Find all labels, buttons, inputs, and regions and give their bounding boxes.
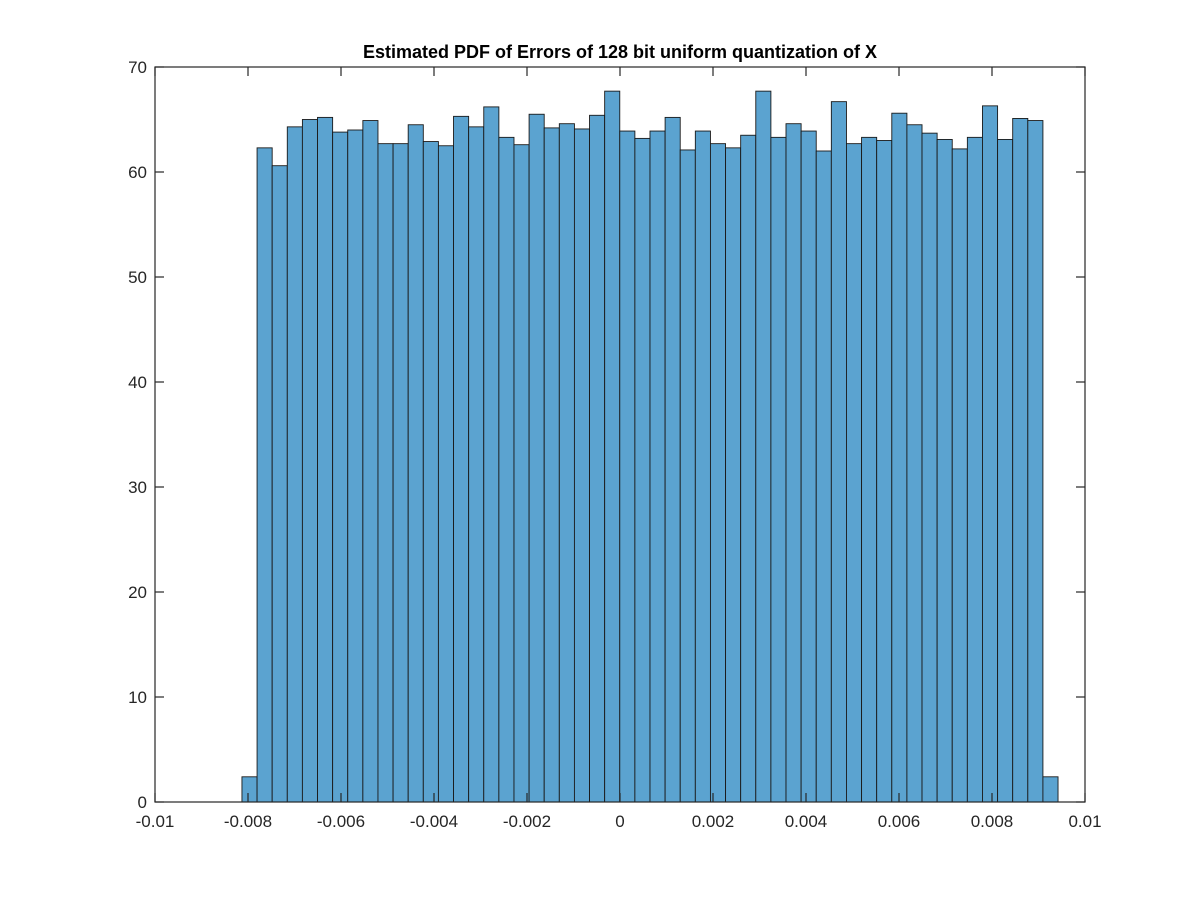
- histogram-bar: [392, 143, 409, 803]
- histogram-bar: [241, 776, 258, 803]
- y-tick-label: 10: [128, 688, 147, 707]
- histogram-bar: [347, 129, 364, 803]
- histogram-bar: [966, 136, 983, 803]
- histogram-bar: [286, 126, 303, 803]
- histogram-bar: [483, 106, 500, 803]
- chart-title: Estimated PDF of Errors of 128 bit unifo…: [363, 42, 877, 62]
- histogram-bar: [558, 123, 575, 803]
- x-tick-label: 0.002: [692, 812, 735, 831]
- histogram-bar: [301, 119, 318, 803]
- histogram-bar: [513, 144, 530, 803]
- histogram-bar: [271, 165, 288, 803]
- histogram-bar: [694, 130, 711, 803]
- histogram-bar: [740, 134, 757, 803]
- x-tick-label: 0.01: [1068, 812, 1101, 831]
- histogram-bar: [830, 101, 847, 803]
- x-tick-label: -0.002: [503, 812, 551, 831]
- histogram-bar: [362, 120, 379, 803]
- histogram-bar: [755, 90, 772, 803]
- histogram-bar: [725, 147, 742, 803]
- bars-layer: [241, 90, 1059, 803]
- histogram-bar: [604, 90, 621, 803]
- histogram-bar: [1012, 117, 1029, 803]
- histogram-bar: [815, 150, 832, 803]
- histogram-bar: [785, 123, 802, 803]
- y-tick-label: 60: [128, 163, 147, 182]
- histogram-bar: [498, 136, 515, 803]
- x-tick-label: -0.008: [224, 812, 272, 831]
- histogram-bar: [377, 143, 394, 803]
- y-tick-label: 40: [128, 373, 147, 392]
- y-tick-label: 30: [128, 478, 147, 497]
- x-tick-label: 0.004: [785, 812, 828, 831]
- histogram-bar: [770, 136, 787, 803]
- histogram-bar: [528, 113, 545, 803]
- x-tick-label: 0.008: [971, 812, 1014, 831]
- histogram-bar: [906, 124, 923, 803]
- x-tick-label: -0.004: [410, 812, 458, 831]
- histogram-bar: [982, 105, 999, 803]
- histogram-bar: [256, 147, 273, 803]
- histogram-bar: [468, 126, 485, 803]
- histogram-bar: [951, 148, 968, 803]
- histogram-bar: [1027, 120, 1044, 803]
- axes-layer: -0.01 -0.008 -0.006 -0.004 -0.002 0 0.002 0.004…: [128, 58, 1101, 831]
- histogram-bar: [573, 128, 590, 803]
- histogram-bar: [876, 140, 893, 803]
- y-tick-label: 0: [138, 793, 147, 812]
- histogram-bar: [589, 114, 606, 803]
- histogram-bar: [709, 143, 727, 803]
- histogram-bar: [649, 130, 666, 803]
- histogram-bar: [332, 131, 349, 803]
- histogram-bar: [664, 116, 681, 803]
- histogram-bar: [317, 116, 334, 803]
- histogram-bar: [1042, 776, 1059, 803]
- histogram-bar: [543, 127, 560, 803]
- histogram-bar: [407, 124, 424, 803]
- y-tick-label: 70: [128, 58, 147, 77]
- histogram-bar: [679, 149, 696, 803]
- y-tick-label: 20: [128, 583, 147, 602]
- x-tick-label: -0.01: [136, 812, 175, 831]
- x-tick-label: 0.006: [878, 812, 921, 831]
- histogram-bar: [846, 143, 863, 803]
- histogram-bar: [936, 138, 953, 803]
- histogram-bar: [997, 138, 1014, 803]
- y-tick-label: 50: [128, 268, 147, 287]
- histogram-bar: [800, 130, 817, 803]
- histogram-bar: [437, 145, 454, 803]
- histogram-bar: [921, 132, 938, 803]
- histogram-bar: [634, 137, 651, 803]
- histogram-bar: [453, 115, 470, 803]
- histogram-bar: [619, 130, 636, 803]
- histogram-bar: [891, 112, 908, 803]
- x-tick-label: 0: [615, 812, 624, 831]
- histogram-bar: [422, 141, 439, 803]
- histogram-bar: [861, 136, 878, 803]
- x-tick-label: -0.006: [317, 812, 365, 831]
